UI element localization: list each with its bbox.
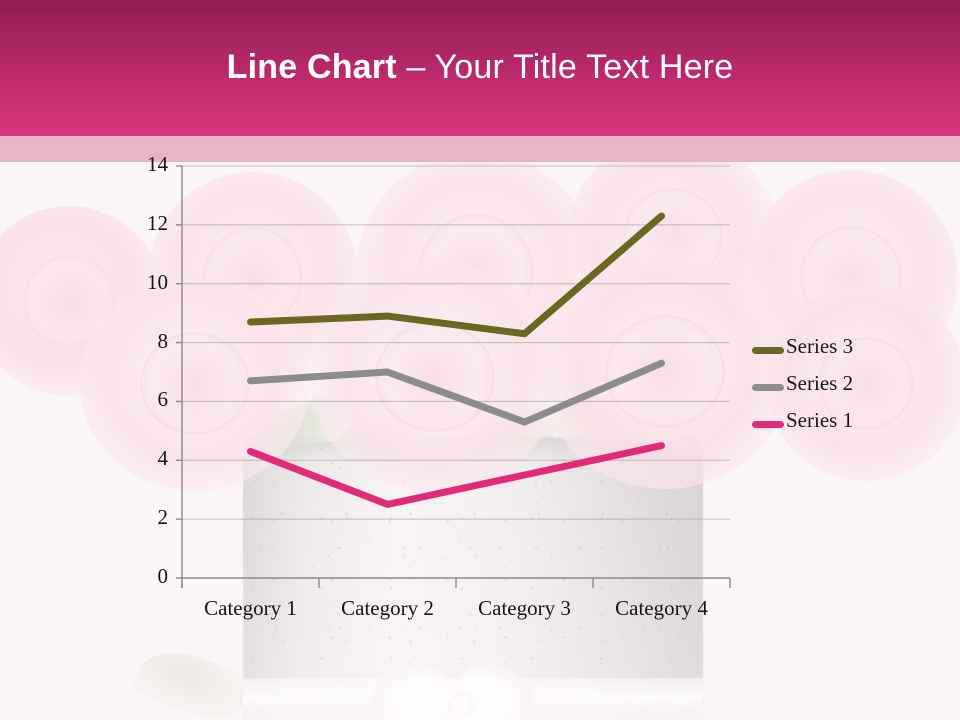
y-axis-tick-label: 12 [147,210,168,235]
accent-band [0,136,960,162]
y-axis-tick-label: 0 [157,564,169,588]
y-axis-tick-label: 4 [157,446,169,471]
x-axis-tick-label: Category 3 [478,596,571,620]
legend-swatch-series-3[interactable] [752,347,784,354]
title-strong: Line Chart [226,48,397,86]
title-light: – Your Title Text Here [406,48,734,86]
x-axis-tick-label: Category 2 [341,596,434,620]
series-line-series-1 [247,442,665,508]
page-title: Line Chart – Your Title Text Here [0,48,960,87]
x-axis-tick-label: Category 1 [204,596,297,620]
x-axis-tick-label: Category 4 [615,596,708,620]
legend-label-series-1[interactable]: Series 1 [786,408,854,432]
y-axis-tick-label: 2 [157,505,169,530]
legend-label-series-3[interactable]: Series 3 [786,334,854,358]
legend-label-series-2[interactable]: Series 2 [786,371,854,395]
y-axis-tick-label: 8 [157,328,169,353]
photo-fade-overlay [0,136,960,720]
y-axis-tick-label: 6 [157,387,169,412]
y-axis-tick-label: 10 [147,269,168,294]
y-axis-tick-label: 14 [147,152,168,176]
series-line-series-3 [247,212,665,338]
legend-swatch-series-1[interactable] [752,421,784,428]
legend-swatch-series-2[interactable] [752,384,784,391]
series-line-series-2 [247,359,665,426]
title-band [0,0,960,136]
